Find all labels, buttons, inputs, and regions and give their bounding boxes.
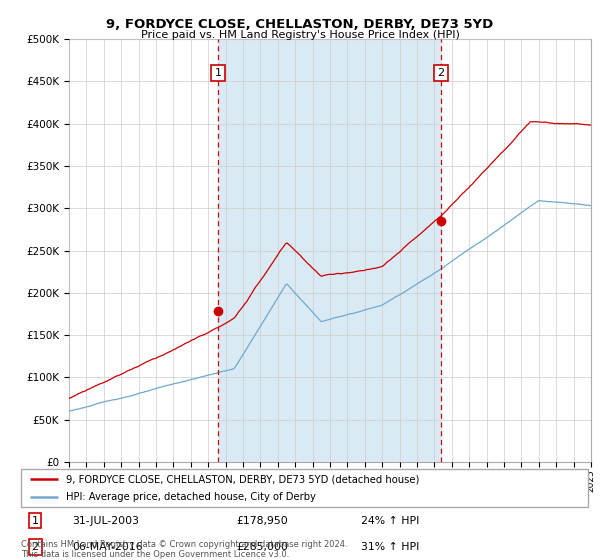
Text: Contains HM Land Registry data © Crown copyright and database right 2024.
This d: Contains HM Land Registry data © Crown c…	[21, 540, 347, 559]
Text: £178,950: £178,950	[236, 516, 288, 525]
Text: 2: 2	[32, 542, 39, 552]
Text: Price paid vs. HM Land Registry's House Price Index (HPI): Price paid vs. HM Land Registry's House …	[140, 30, 460, 40]
Text: 2: 2	[437, 68, 445, 78]
Text: 06-MAY-2016: 06-MAY-2016	[72, 542, 143, 552]
Text: 31% ↑ HPI: 31% ↑ HPI	[361, 542, 419, 552]
Text: 9, FORDYCE CLOSE, CHELLASTON, DERBY, DE73 5YD: 9, FORDYCE CLOSE, CHELLASTON, DERBY, DE7…	[106, 18, 494, 31]
Text: 31-JUL-2003: 31-JUL-2003	[72, 516, 139, 525]
Text: 9, FORDYCE CLOSE, CHELLASTON, DERBY, DE73 5YD (detached house): 9, FORDYCE CLOSE, CHELLASTON, DERBY, DE7…	[67, 474, 420, 484]
FancyBboxPatch shape	[21, 469, 588, 507]
Text: £285,000: £285,000	[236, 542, 289, 552]
Bar	[218, 39, 441, 462]
Text: HPI: Average price, detached house, City of Derby: HPI: Average price, detached house, City…	[67, 492, 316, 502]
Text: 1: 1	[32, 516, 38, 525]
Text: 1: 1	[215, 68, 222, 78]
Text: 24% ↑ HPI: 24% ↑ HPI	[361, 516, 419, 525]
